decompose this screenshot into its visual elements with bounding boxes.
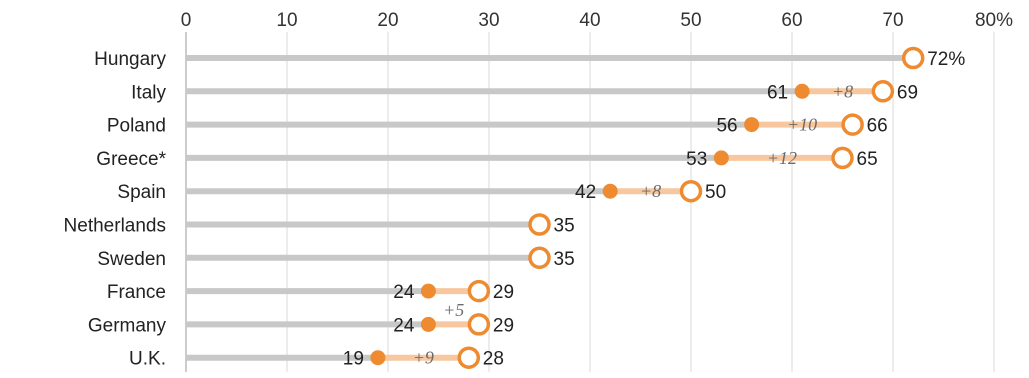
category-label: U.K. <box>129 349 166 370</box>
category-label: Sweden <box>97 249 166 270</box>
end-value-label: 65 <box>857 149 878 170</box>
start-dot <box>744 117 760 133</box>
change-label: +8 <box>832 81 853 101</box>
chart-row: Sweden 35 <box>97 246 575 270</box>
change-label: +12 <box>767 148 797 168</box>
x-tick-label: 50 <box>680 10 701 31</box>
start-value-label: 61 <box>767 82 788 103</box>
end-value-label: 66 <box>867 116 888 137</box>
x-tick-label: 20 <box>377 10 398 31</box>
start-value-label: 42 <box>575 182 596 203</box>
category-label: Greece* <box>96 149 166 170</box>
end-value-label: 69 <box>897 82 918 103</box>
x-tick-label: 70 <box>882 10 903 31</box>
chart-row: France 24 +5 29 <box>107 279 514 320</box>
x-tick-label: 30 <box>478 10 499 31</box>
x-tick-label: 40 <box>579 10 600 31</box>
change-label: +9 <box>413 348 434 368</box>
end-value-label: 72% <box>927 49 965 70</box>
start-dot <box>370 350 386 366</box>
change-label: +8 <box>640 181 661 201</box>
category-label: Netherlands <box>64 216 166 237</box>
chart-row: Hungary 72% <box>94 46 965 70</box>
start-dot <box>713 150 729 166</box>
chart-row: Germany 24 29 <box>88 313 514 336</box>
chart-row: Poland 56 +10 66 <box>107 113 888 137</box>
end-value-label: 29 <box>493 315 514 336</box>
x-axis-ticks: 0 10 20 30 40 50 60 70 80% <box>181 10 1013 31</box>
x-tick-label: 60 <box>781 10 802 31</box>
category-label: Italy <box>131 82 166 103</box>
end-dot <box>901 46 925 70</box>
end-dot <box>841 113 864 136</box>
end-value-label: 28 <box>483 349 504 370</box>
category-label: Poland <box>107 116 166 137</box>
start-dot <box>420 316 436 332</box>
start-dot <box>602 183 618 199</box>
start-value-label: 24 <box>393 282 415 303</box>
end-dot <box>528 213 551 236</box>
start-value-label: 53 <box>686 149 707 170</box>
chart-rows: Hungary 72% Italy 61 +8 69 Poland 56 +10 66 Greece… <box>64 46 965 370</box>
end-dot <box>467 279 491 303</box>
end-value-label: 29 <box>493 282 514 303</box>
category-label: Germany <box>88 315 167 336</box>
start-value-label: 19 <box>343 349 364 370</box>
start-value-label: 56 <box>716 116 737 137</box>
chart-row: Netherlands 35 <box>64 213 575 237</box>
chart-row: U.K. 19 +9 28 <box>129 346 504 370</box>
end-dot <box>467 313 491 336</box>
start-dot <box>794 83 810 99</box>
category-label: France <box>107 282 166 303</box>
chart-row: Greece* 53 +12 65 <box>96 146 878 170</box>
end-value-label: 50 <box>705 182 726 203</box>
end-value-label: 35 <box>554 249 575 270</box>
x-tick-label: 0 <box>181 10 192 31</box>
chart-row: Italy 61 +8 69 <box>131 80 918 103</box>
category-label: Hungary <box>94 49 166 70</box>
end-dot <box>871 80 895 103</box>
change-label: +10 <box>787 115 817 135</box>
end-dot <box>679 179 703 203</box>
x-tick-label: 10 <box>276 10 297 31</box>
chart-row: Spain 42 +8 50 <box>117 179 726 203</box>
change-label: +5 <box>443 300 464 320</box>
start-dot <box>420 283 436 299</box>
end-dot <box>831 146 854 170</box>
end-dot <box>457 346 481 369</box>
end-dot <box>528 246 551 270</box>
x-tick-label: 80% <box>975 10 1013 31</box>
category-label: Spain <box>117 182 166 203</box>
end-value-label: 35 <box>554 216 575 237</box>
start-value-label: 24 <box>393 315 415 336</box>
